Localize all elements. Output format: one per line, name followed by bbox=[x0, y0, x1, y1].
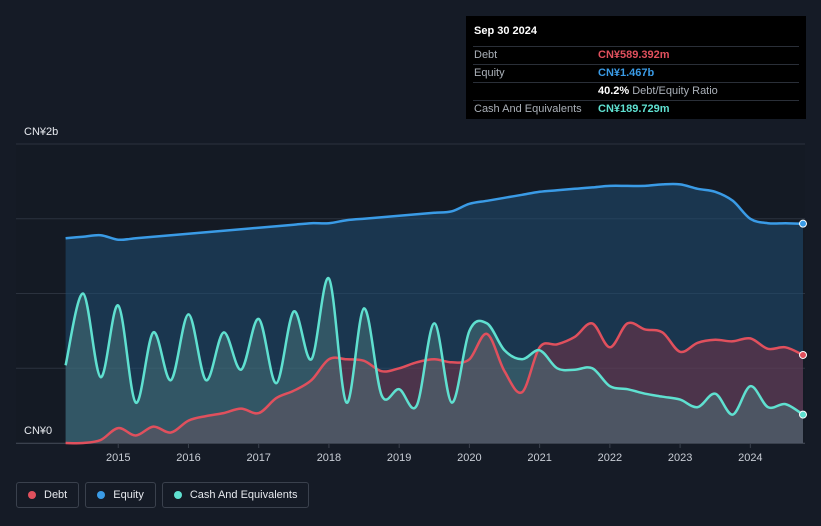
series-lines bbox=[64, 182, 804, 445]
x-tick-label-2023: 2023 bbox=[668, 452, 692, 464]
tooltip-label-cash: Cash And Equivalents bbox=[474, 103, 582, 115]
tooltip-value-debt: CN¥589.392m bbox=[598, 49, 670, 61]
legend-item-debt[interactable]: Debt bbox=[16, 482, 80, 508]
x-axis-ticks: 2015 2016 2017 2018 2019 2020 2021 2022 2023 2024 bbox=[106, 443, 763, 464]
y-tick-label-bottom: CN¥0 bbox=[24, 425, 53, 437]
end-markers bbox=[799, 219, 807, 419]
tooltip-value-equity: CN¥1.467b bbox=[598, 67, 655, 79]
area-debt bbox=[65, 322, 804, 444]
legend-label-debt: Debt bbox=[44, 489, 68, 501]
x-tick-label-2019: 2019 bbox=[387, 452, 411, 464]
tooltip-value-ratio: 40.2% bbox=[598, 85, 630, 97]
x-tick-label-2020: 2020 bbox=[457, 452, 481, 464]
tooltip-ratio-caption: Debt/Equity Ratio bbox=[632, 85, 718, 97]
legend-item-cash[interactable]: Cash And Equivalents bbox=[161, 482, 310, 508]
x-tick-label-2018: 2018 bbox=[317, 452, 341, 464]
x-tick-label-2016: 2016 bbox=[176, 452, 200, 464]
legend-dot-debt bbox=[28, 491, 36, 499]
tooltip-row-equity: Equity CN¥1.467b bbox=[473, 64, 799, 82]
data-tooltip: Sep 30 2024 Debt CN¥589.392m Equity CN¥1… bbox=[466, 16, 806, 119]
tooltip-label-equity: Equity bbox=[474, 67, 505, 79]
y-tick-label-top: CN¥2b bbox=[24, 126, 59, 138]
tooltip-row-debt: Debt CN¥589.392m bbox=[473, 46, 799, 64]
area-equity bbox=[65, 183, 804, 443]
legend-label-cash: Cash And Equivalents bbox=[189, 489, 298, 501]
tooltip-row-ratio: 40.2% Debt/Equity Ratio bbox=[473, 82, 799, 100]
x-tick-label-2021: 2021 bbox=[527, 452, 551, 464]
tooltip-value-cash: CN¥189.729m bbox=[598, 103, 670, 115]
line-cash-and-equivalents bbox=[64, 277, 804, 416]
tooltip-row-cash: Cash And Equivalents CN¥189.729m bbox=[473, 100, 799, 118]
chart-legend: Debt Equity Cash And Equivalents bbox=[16, 482, 310, 508]
line-equity bbox=[65, 182, 804, 242]
x-tick-label-2017: 2017 bbox=[246, 452, 270, 464]
legend-item-equity[interactable]: Equity bbox=[85, 482, 156, 508]
end-dot-debt bbox=[799, 350, 807, 359]
x-tick-label-2024: 2024 bbox=[738, 452, 762, 464]
tooltip-label-ratio bbox=[473, 83, 598, 100]
legend-dot-cash bbox=[173, 491, 182, 499]
legend-label-equity: Equity bbox=[113, 489, 144, 501]
line-debt bbox=[65, 321, 804, 445]
legend-dot-equity bbox=[97, 491, 106, 499]
x-tick-label-2015: 2015 bbox=[106, 452, 130, 464]
x-tick-label-2022: 2022 bbox=[598, 452, 622, 464]
tooltip-date: Sep 30 2024 bbox=[474, 25, 537, 37]
tooltip-label-debt: Debt bbox=[474, 49, 498, 61]
end-dot-cash-and-equivalents bbox=[799, 410, 807, 419]
end-dot-equity bbox=[799, 219, 807, 228]
